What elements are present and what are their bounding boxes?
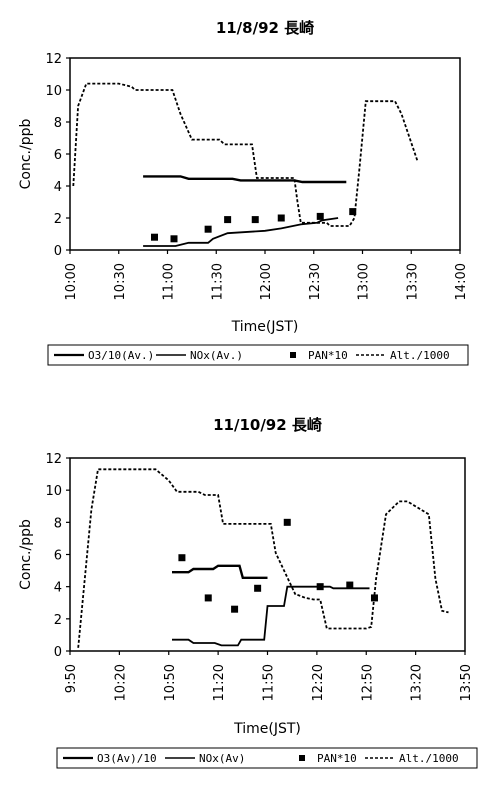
x-tick-label: 10:20 <box>113 664 128 701</box>
chart-title: 11/10/92 長崎 <box>213 416 322 434</box>
legend-box <box>47 344 469 366</box>
legend-label: Alt./1000 <box>399 752 459 765</box>
legend-label: NOx(Av) <box>199 752 245 765</box>
legend-item: Alt./1000 <box>365 752 459 765</box>
pan-marker <box>346 581 354 589</box>
legend-item: O3(Av)/10 <box>63 752 157 765</box>
altitude-line <box>72 82 419 227</box>
y-tick-label: 4 <box>54 581 62 596</box>
x-tick-label: 12:50 <box>360 664 375 701</box>
x-tick-label: 12:20 <box>311 664 326 701</box>
y-axis-label: Conc./ppb <box>18 519 34 590</box>
y-tick-label: 0 <box>54 244 62 259</box>
legend: O3/10(Av.) NOx(Av.) PAN*10 Alt./1000 <box>47 344 469 366</box>
y-tick-label: 12 <box>45 52 62 67</box>
legend-item: Alt./1000 <box>356 349 450 362</box>
series-3 <box>151 208 357 243</box>
legend-label: PAN*10 <box>308 349 348 362</box>
x-tick-label: 9:50 <box>64 664 79 693</box>
legend-label: NOx(Av.) <box>190 349 243 362</box>
y-tick-label: 10 <box>45 484 62 499</box>
pan-marker <box>204 225 212 233</box>
series-2 <box>172 585 370 647</box>
pan-marker <box>231 605 239 613</box>
x-axis-label: Time(JST) <box>233 721 301 737</box>
pan-marker <box>151 233 158 241</box>
legend: O3(Av)/10 NOx(Av) PAN*10 Alt./1000 <box>56 747 478 769</box>
series-3 <box>178 518 378 613</box>
x-tick-label: 12:00 <box>259 263 274 300</box>
legend-item: PAN*10 <box>299 752 357 765</box>
x-tick-label: 13:00 <box>357 263 372 300</box>
x-tick-label: 13:30 <box>405 263 420 300</box>
series-4 <box>77 468 449 648</box>
y-tick-label: 4 <box>54 180 62 195</box>
y-tick-label: 2 <box>54 613 62 628</box>
x-tick-label: 11:50 <box>262 664 277 701</box>
y-axis-label: Conc./ppb <box>18 119 34 190</box>
series-4 <box>72 82 419 227</box>
legend-swatch <box>299 755 305 761</box>
chart-title: 11/8/92 長崎 <box>216 19 314 37</box>
legend-box <box>56 747 478 769</box>
pan-marker <box>277 214 285 222</box>
y-tick-label: 12 <box>45 452 62 467</box>
legend-item: O3/10(Av.) <box>54 349 154 362</box>
chart-1: 11/8/92 長崎 0 2 4 6 8 10 12 10:00 10:30 11:00 11:30 1… <box>18 19 469 366</box>
y-tick-label: 2 <box>54 212 62 227</box>
pan-marker <box>254 584 262 592</box>
y-tick-label: 10 <box>45 84 62 99</box>
pan-marker <box>170 235 178 243</box>
altitude-line <box>77 468 449 648</box>
x-tick-label: 11:30 <box>210 263 225 300</box>
x-tick-label: 10:00 <box>64 263 79 300</box>
series-1 <box>143 175 347 184</box>
y-tick-label: 0 <box>54 645 62 660</box>
o3-line <box>172 564 268 579</box>
y-tick-label: 6 <box>54 148 62 163</box>
legend-label: O3(Av)/10 <box>97 752 157 765</box>
x-tick-label: 13:20 <box>410 664 425 701</box>
x-tick-label: 12:30 <box>308 263 323 300</box>
pan-marker <box>224 216 232 224</box>
x-axis-label: Time(JST) <box>231 319 299 335</box>
pan-marker <box>204 594 212 602</box>
x-tick-label: 10:30 <box>113 263 128 300</box>
legend-item: NOx(Av.) <box>156 349 243 362</box>
pan-marker <box>178 554 186 562</box>
legend-item: NOx(Av) <box>165 752 245 765</box>
chart-2: 11/10/92 長崎 0 2 4 6 8 10 12 9:50 10:20 10:50 11:20 1… <box>18 416 478 769</box>
nox-line <box>172 585 370 647</box>
legend-label: Alt./1000 <box>390 349 450 362</box>
series-1 <box>172 564 268 579</box>
pan-marker <box>283 518 291 526</box>
legend-label: O3/10(Av.) <box>88 349 154 362</box>
legend-label: PAN*10 <box>317 752 357 765</box>
x-tick-label: 11:00 <box>162 263 177 300</box>
legend-swatch <box>290 352 296 358</box>
pan-marker <box>349 208 357 216</box>
pan-marker <box>251 216 259 224</box>
o3-line <box>143 175 347 184</box>
x-tick-label: 11:20 <box>212 664 227 701</box>
x-tick-label: 13:50 <box>459 664 474 701</box>
pan-marker <box>316 583 324 591</box>
y-tick-label: 8 <box>54 116 62 131</box>
y-tick-label: 6 <box>54 549 62 564</box>
x-tick-label: 14:00 <box>454 263 469 300</box>
legend-item: PAN*10 <box>290 349 348 362</box>
x-tick-label: 10:50 <box>163 664 178 701</box>
pan-marker <box>316 212 324 220</box>
plot-area <box>69 457 466 652</box>
y-tick-label: 8 <box>54 516 62 531</box>
